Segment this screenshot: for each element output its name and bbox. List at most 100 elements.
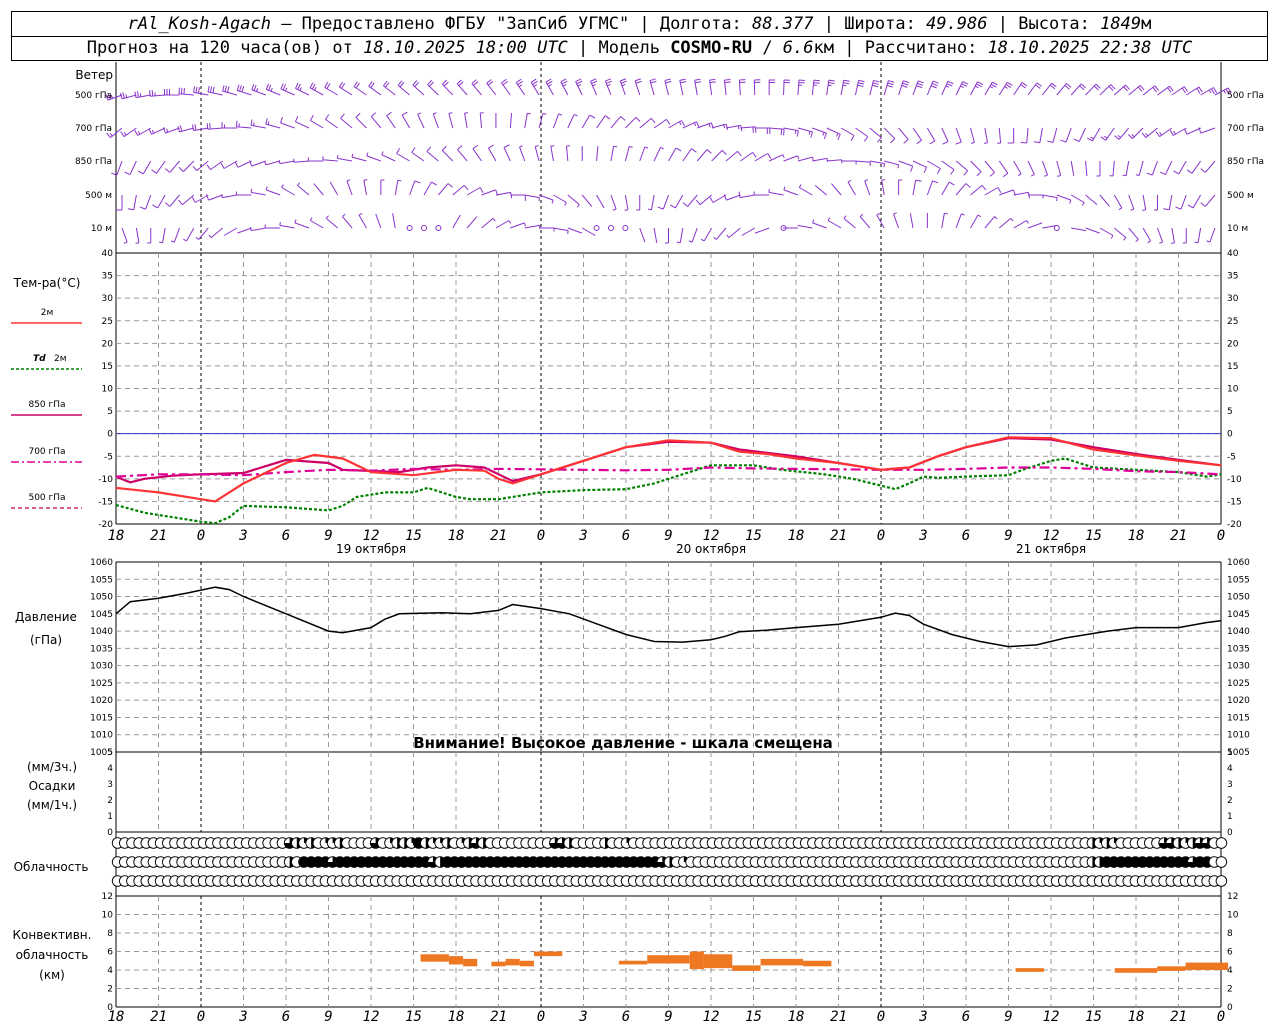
barb-feather: [932, 180, 939, 184]
barb-feather: [828, 82, 835, 84]
wind-barb: [105, 93, 123, 101]
barb-shaft: [501, 82, 511, 96]
model-name: COSMO-RU: [670, 38, 753, 58]
barb-shaft: [383, 85, 396, 96]
barb-shaft: [653, 147, 661, 162]
barb-shaft: [185, 227, 195, 242]
barb-feather: [916, 139, 922, 145]
precip-unit-bottom-label: (мм/1ч.): [27, 798, 77, 812]
barb-shaft: [1192, 194, 1202, 209]
hour-label-mid: 15: [1085, 528, 1102, 544]
barb-feather: [783, 186, 786, 191]
barb-feather: [808, 131, 811, 135]
calc-label: Рассчитано:: [864, 38, 978, 58]
barb-shaft: [596, 194, 605, 209]
barb-shaft: [479, 113, 483, 129]
ytick-right-pres: 1035: [1227, 644, 1250, 654]
barb-feather: [397, 179, 402, 182]
conv-bar: [760, 958, 804, 966]
hour-label-mid: 18: [1128, 528, 1145, 544]
barb-shaft: [1128, 227, 1139, 240]
wind-barb: [530, 78, 540, 96]
barb-feather: [1122, 174, 1127, 177]
wind-barb: [432, 112, 439, 129]
wind-barb: [566, 145, 571, 162]
barb-shaft: [294, 222, 310, 229]
hour-label-bottom: 18: [108, 1009, 125, 1024]
hour-label-mid: 3: [238, 528, 247, 544]
barb-shaft: [998, 160, 1009, 174]
barb-shaft: [797, 156, 813, 162]
wind-barb: [1173, 160, 1187, 175]
barb-feather: [253, 84, 257, 91]
wind-barb: [421, 225, 428, 231]
ytick-right-precip: 4: [1227, 764, 1233, 774]
wind-barb: [567, 194, 580, 208]
barb-shaft: [567, 114, 575, 129]
wind-barb: [134, 91, 151, 99]
barb-feather: [1184, 128, 1188, 135]
barb-shaft: [432, 113, 439, 129]
barb-feather: [573, 113, 578, 117]
wind-barb: [855, 127, 869, 142]
barb-feather: [309, 217, 313, 221]
barb-shaft: [381, 154, 396, 162]
barb-shaft: [1013, 191, 1029, 196]
barb-shaft: [396, 153, 410, 162]
barb-shaft: [984, 216, 995, 229]
ytick-right-pres: 1025: [1227, 679, 1250, 689]
barb-feather: [872, 84, 879, 88]
barb-feather: [902, 82, 909, 86]
hour-label-mid: 21: [490, 528, 507, 544]
barb-feather: [612, 208, 617, 211]
calm-circle: [421, 225, 428, 231]
barb-shaft: [1099, 227, 1114, 236]
barb-shaft: [325, 217, 339, 229]
barb-feather: [1044, 174, 1048, 177]
barb-feather: [1159, 241, 1163, 244]
barb-shaft: [169, 160, 180, 173]
wind-barb: [366, 152, 382, 162]
barb-feather: [548, 84, 552, 87]
barb-feather: [810, 131, 813, 138]
ytick-left-precip: 3: [107, 780, 113, 790]
barb-feather: [726, 234, 730, 238]
barb-shaft: [610, 194, 617, 210]
barb-feather: [947, 80, 954, 85]
conv-bar: [703, 954, 733, 969]
barb-shaft: [401, 114, 411, 129]
wind-barb: [1163, 194, 1173, 211]
wind-barb: [970, 184, 987, 196]
barb-feather: [191, 197, 196, 203]
hour-label-mid: 12: [703, 528, 720, 544]
wind-barb: [178, 194, 195, 206]
wind-barb: [1027, 82, 1043, 96]
wind-barb: [912, 160, 928, 173]
barb-shaft: [329, 181, 339, 196]
barb-shaft: [1027, 82, 1038, 96]
wind-barb: [363, 179, 368, 196]
barb-shaft: [999, 189, 1014, 196]
wind-barb: [610, 145, 618, 162]
barb-feather: [970, 142, 975, 144]
barb-feather: [294, 219, 297, 224]
barb-shaft: [566, 146, 569, 162]
alt-unit: м: [1141, 14, 1152, 34]
barb-feather: [492, 218, 496, 222]
ytick-left-temp: -5: [104, 452, 113, 462]
wind-barb: [682, 148, 697, 162]
barb-shaft: [487, 147, 497, 162]
ytick-left-precip: 4: [107, 764, 113, 774]
barb-feather: [798, 184, 802, 188]
ytick-left-pres: 1040: [90, 627, 113, 637]
wind-barb: [955, 127, 962, 145]
barb-feather: [665, 80, 672, 84]
wind-barb: [783, 127, 799, 137]
wind-barb: [754, 127, 771, 134]
barb-feather: [635, 80, 642, 84]
barb-shaft: [955, 213, 962, 229]
barb-feather: [178, 87, 180, 94]
barb-shaft: [998, 217, 1012, 229]
barb-feather: [370, 112, 377, 117]
barb-feather: [1225, 88, 1230, 95]
